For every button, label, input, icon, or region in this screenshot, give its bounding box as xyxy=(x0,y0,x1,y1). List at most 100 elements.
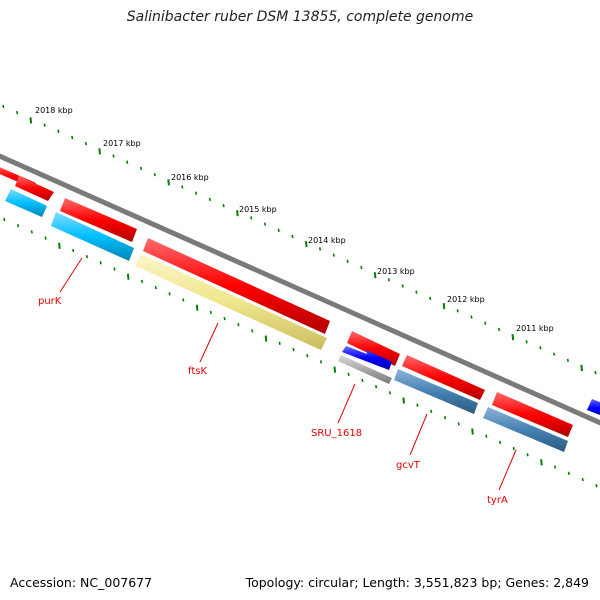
accession-info: Accession: NC_007677 xyxy=(10,575,152,590)
minor-tick xyxy=(3,217,6,222)
minor-tick xyxy=(470,315,473,319)
minor-tick xyxy=(360,265,363,270)
minor-tick xyxy=(16,111,19,115)
length-value: 3,551,823 bp xyxy=(413,575,498,590)
gene-arrow xyxy=(483,407,568,452)
minor-tick xyxy=(429,296,432,301)
gene-arrow xyxy=(51,212,134,261)
genes-value: 2,849 xyxy=(553,575,589,590)
minor-tick xyxy=(208,197,211,202)
kbp-label: 2016 kbp xyxy=(171,173,209,182)
leader-line xyxy=(409,413,428,456)
major-tick xyxy=(126,273,130,280)
minor-tick xyxy=(485,434,488,438)
kbp-label: 2017 kbp xyxy=(103,139,141,148)
minor-tick xyxy=(154,285,157,290)
kbp-label: 2015 kbp xyxy=(239,205,277,214)
minor-tick xyxy=(318,247,322,251)
major-tick xyxy=(471,428,474,435)
minor-tick xyxy=(512,446,515,451)
minor-tick xyxy=(319,360,323,364)
minor-tick xyxy=(2,104,5,109)
leader-line xyxy=(498,449,517,491)
gene-arrow xyxy=(347,331,400,366)
leader-line xyxy=(59,257,83,293)
minor-tick xyxy=(361,378,364,383)
minor-tick xyxy=(594,371,597,375)
kbp-label: 2018 kbp xyxy=(35,106,73,115)
minor-tick xyxy=(84,141,87,146)
major-tick xyxy=(167,179,170,186)
gene-label-gcvT: gcvT xyxy=(396,460,421,471)
minor-tick xyxy=(139,166,143,171)
minor-tick xyxy=(57,129,60,133)
minor-tick xyxy=(168,292,171,296)
leader-line xyxy=(337,383,356,424)
minor-tick xyxy=(457,422,460,426)
gene-label-lines xyxy=(59,257,517,491)
minor-tick xyxy=(113,267,116,271)
minor-tick xyxy=(388,391,391,395)
minor-tick xyxy=(567,471,570,475)
minor-tick xyxy=(209,310,212,315)
minor-tick xyxy=(539,346,542,350)
outer-scale-ticks xyxy=(2,104,597,375)
minor-tick xyxy=(195,191,198,195)
minor-tick xyxy=(387,278,390,282)
major-tick xyxy=(98,148,101,155)
minor-tick xyxy=(291,234,294,239)
gene-arrow xyxy=(492,392,573,437)
minor-tick xyxy=(456,309,459,313)
minor-tick xyxy=(332,253,335,257)
minor-tick xyxy=(181,185,184,189)
minor-tick xyxy=(443,415,447,420)
major-tick xyxy=(305,241,308,248)
accession-label: Accession: xyxy=(10,575,77,590)
minor-tick xyxy=(306,354,309,358)
gene-label-ftsK: ftsK xyxy=(188,366,207,377)
major-tick xyxy=(236,210,239,217)
minor-tick xyxy=(401,284,404,288)
kbp-label: 2014 kbp xyxy=(308,236,346,245)
kbp-label: 2011 kbp xyxy=(516,324,554,333)
gene-arrow xyxy=(587,399,600,416)
minor-tick xyxy=(153,172,156,177)
minor-tick xyxy=(498,327,501,332)
gene-arrow xyxy=(342,346,392,370)
minor-tick xyxy=(251,329,254,333)
map-title: Salinibacter ruber DSM 13855, complete g… xyxy=(126,9,474,25)
minor-tick xyxy=(430,409,433,414)
gene-arrow xyxy=(338,355,392,384)
minor-tick xyxy=(278,341,281,345)
minor-tick xyxy=(223,316,226,321)
minor-tick xyxy=(140,279,144,284)
minor-tick xyxy=(182,298,185,302)
minor-tick xyxy=(347,372,350,376)
gene-arrow xyxy=(15,176,54,201)
gene-labels: purK ftsK SRU_1618 gcvT tyrA xyxy=(38,296,508,506)
forward-genes xyxy=(0,167,573,437)
minor-tick xyxy=(71,135,74,140)
minor-tick xyxy=(263,222,267,226)
genome-summary: Topology: circular; Length: 3,551,823 bp… xyxy=(245,575,589,590)
minor-tick xyxy=(415,290,418,294)
major-tick xyxy=(540,459,543,466)
minor-tick xyxy=(126,160,129,164)
genome-backbone xyxy=(0,153,600,426)
major-tick xyxy=(442,303,446,310)
major-tick xyxy=(511,334,515,341)
minor-tick xyxy=(44,236,47,240)
minor-tick xyxy=(112,154,115,158)
gene-arrow xyxy=(402,355,485,400)
leader-line xyxy=(199,322,219,363)
gene-arrow xyxy=(135,254,327,350)
minor-tick xyxy=(85,254,88,259)
minor-tick xyxy=(581,477,584,482)
minor-tick xyxy=(553,352,556,356)
major-tick xyxy=(195,304,199,311)
gene-label-purK: purK xyxy=(38,296,62,307)
gene-label-tyrA: tyrA xyxy=(487,495,508,506)
minor-tick xyxy=(375,385,378,389)
minor-tick xyxy=(554,465,557,469)
